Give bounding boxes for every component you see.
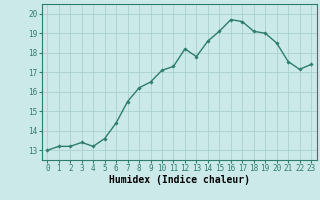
X-axis label: Humidex (Indice chaleur): Humidex (Indice chaleur) bbox=[109, 175, 250, 185]
